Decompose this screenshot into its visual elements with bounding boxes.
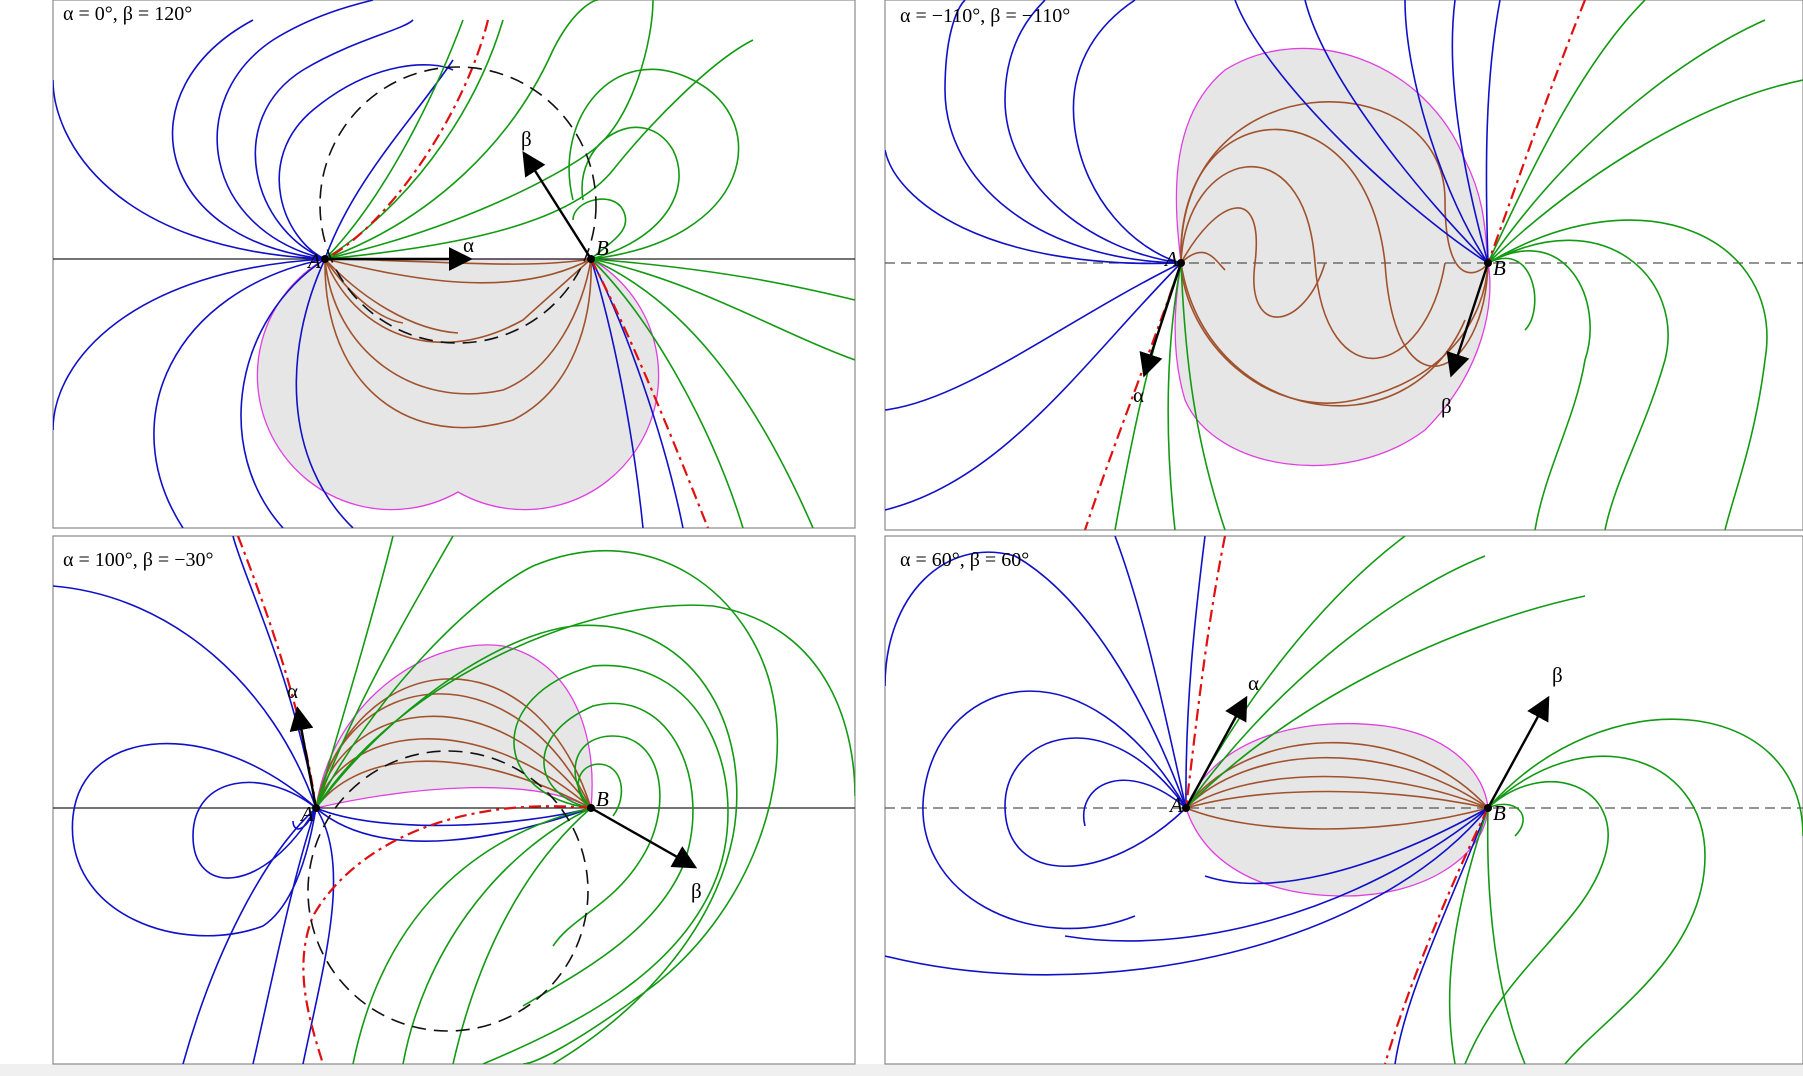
alpha-vector	[289, 706, 318, 809]
alpha-vector	[1139, 262, 1183, 378]
beta-vector	[1446, 262, 1490, 378]
dashed-circle	[319, 66, 597, 344]
panel-title: α = 60°, β = 60°	[900, 549, 1029, 571]
panel-title: α = 100°, β = −30°	[63, 549, 214, 571]
family-1-field-lines	[53, 0, 684, 528]
point-a	[321, 255, 329, 263]
family-2-field-lines	[1185, 536, 1803, 1064]
panel-top-left: A B α β α = 0°, β = 120°	[52, 0, 856, 529]
panel-bottom-left: A B α β α = 100°, β = −30°	[52, 535, 856, 1065]
beta-label: β	[1441, 394, 1452, 418]
alpha-vector	[1184, 695, 1248, 809]
family-2-field-lines	[1114, 0, 1803, 530]
bottom-strip	[0, 1064, 1803, 1076]
inner-field-lines	[1185, 741, 1489, 830]
alpha-label: α	[1133, 383, 1144, 407]
point-a	[312, 804, 320, 812]
panel-title: α = 0°, β = 120°	[63, 3, 192, 25]
point-b	[1484, 804, 1492, 812]
point-b-label: B	[596, 236, 609, 260]
panel-top-right: A B α β α = −110°, β = −110°	[884, 0, 1803, 531]
point-a-label: A	[1168, 793, 1183, 817]
point-a-label: A	[306, 249, 321, 273]
beta-vector	[1486, 695, 1550, 809]
point-b-label: B	[596, 787, 609, 811]
beta-label: β	[691, 879, 702, 903]
family-1-field-lines	[885, 536, 1489, 1064]
alpha-label: α	[1248, 671, 1259, 695]
point-a	[1182, 804, 1190, 812]
point-b	[1484, 259, 1492, 267]
point-b	[587, 255, 595, 263]
beta-vector	[590, 806, 698, 869]
point-b-label: B	[1493, 801, 1506, 825]
panel-bottom-right: A B α β α = 60°, β = 60°	[884, 535, 1803, 1065]
alpha-label: α	[463, 233, 474, 257]
point-a-label: A	[299, 802, 314, 826]
panel-title: α = −110°, β = −110°	[900, 5, 1070, 27]
point-a-label: A	[1163, 247, 1178, 271]
beta-label: β	[521, 127, 532, 151]
family-1-field-lines	[885, 0, 1501, 511]
point-b-label: B	[1493, 256, 1506, 280]
point-a	[1177, 259, 1185, 267]
beta-vector	[522, 150, 593, 260]
beta-label: β	[1552, 663, 1563, 687]
alpha-label: α	[287, 679, 298, 703]
family-2-field-lines	[324, 0, 855, 528]
point-b	[587, 804, 595, 812]
family-2-field-lines	[315, 536, 855, 1064]
dashed-circle	[307, 750, 589, 1032]
